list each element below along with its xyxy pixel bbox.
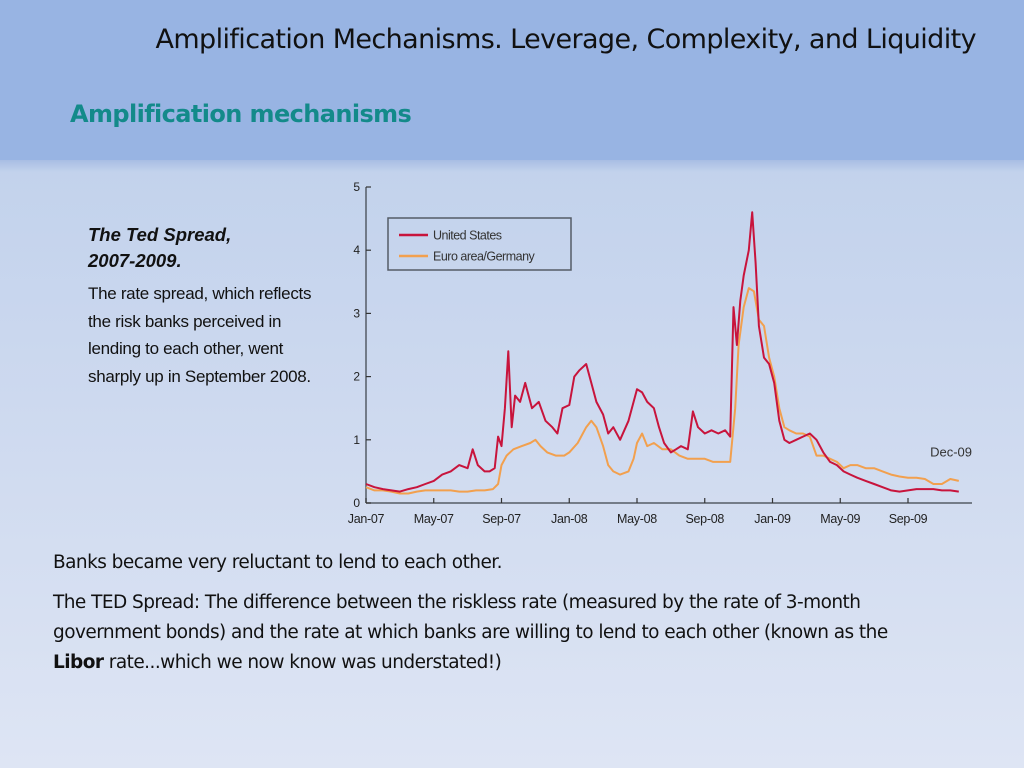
y-tick-label: 0 [353,496,360,510]
caption-body: The rate spread, which reflects the risk… [88,284,312,386]
libor-term: Libor [53,652,104,673]
x-tick-label: Jan-07 [348,512,385,526]
ted-spread-chart: 0 1 2 3 4 5 Jan-07 May-07 Sep-07 Jan-08 May-08 Sep-… [335,175,985,535]
legend-label: Euro area/Germany [433,250,536,264]
y-tick-label: 3 [353,306,360,320]
caption-title: The Ted Spread, 2007-2009. [88,222,328,274]
caption-title-line1: The Ted Spread, [88,224,232,245]
slide-body-text: Banks became very reluctant to lend to e… [53,548,933,678]
legend-label: United States [433,229,502,243]
slide-title: Amplification Mechanisms. Leverage, Comp… [155,24,976,55]
legend-box [387,217,572,271]
slide-header [0,0,1024,160]
x-tick-label: Sep-08 [685,512,724,526]
x-tick-label: May-07 [414,512,454,526]
ted-spread-chart-svg: 0 1 2 3 4 5 Jan-07 May-07 Sep-07 Jan-08 May-08 Sep-… [348,180,972,526]
dec-09-annotation: Dec-09 [930,444,972,459]
series-line-united-states [365,211,959,493]
x-tick-label: Jan-08 [551,512,588,526]
y-tick-label: 1 [353,433,360,447]
header-divider [0,160,1024,172]
x-tick-label: Sep-07 [482,512,521,526]
x-tick-label: May-08 [617,512,657,526]
chart-caption: The Ted Spread, 2007-2009. The rate spre… [88,222,328,390]
series-line-euro-area-germany [365,287,960,495]
x-tick-label: May-09 [820,512,860,526]
y-tick-label: 2 [353,370,360,384]
y-tick-label: 4 [353,243,360,257]
x-tick-label: Sep-09 [889,512,928,526]
body-line-2-after: rate...which we now know was understated… [103,652,502,673]
body-line-2: The TED Spread: The difference between t… [53,588,933,678]
y-tick-label: 5 [353,180,360,194]
body-line-2-before: The TED Spread: The difference between t… [53,592,888,643]
caption-title-line2: 2007-2009. [88,250,182,271]
slide-subtitle: Amplification mechanisms [70,100,412,128]
body-line-1: Banks became very reluctant to lend to e… [53,552,503,573]
x-tick-label: Jan-09 [754,512,791,526]
